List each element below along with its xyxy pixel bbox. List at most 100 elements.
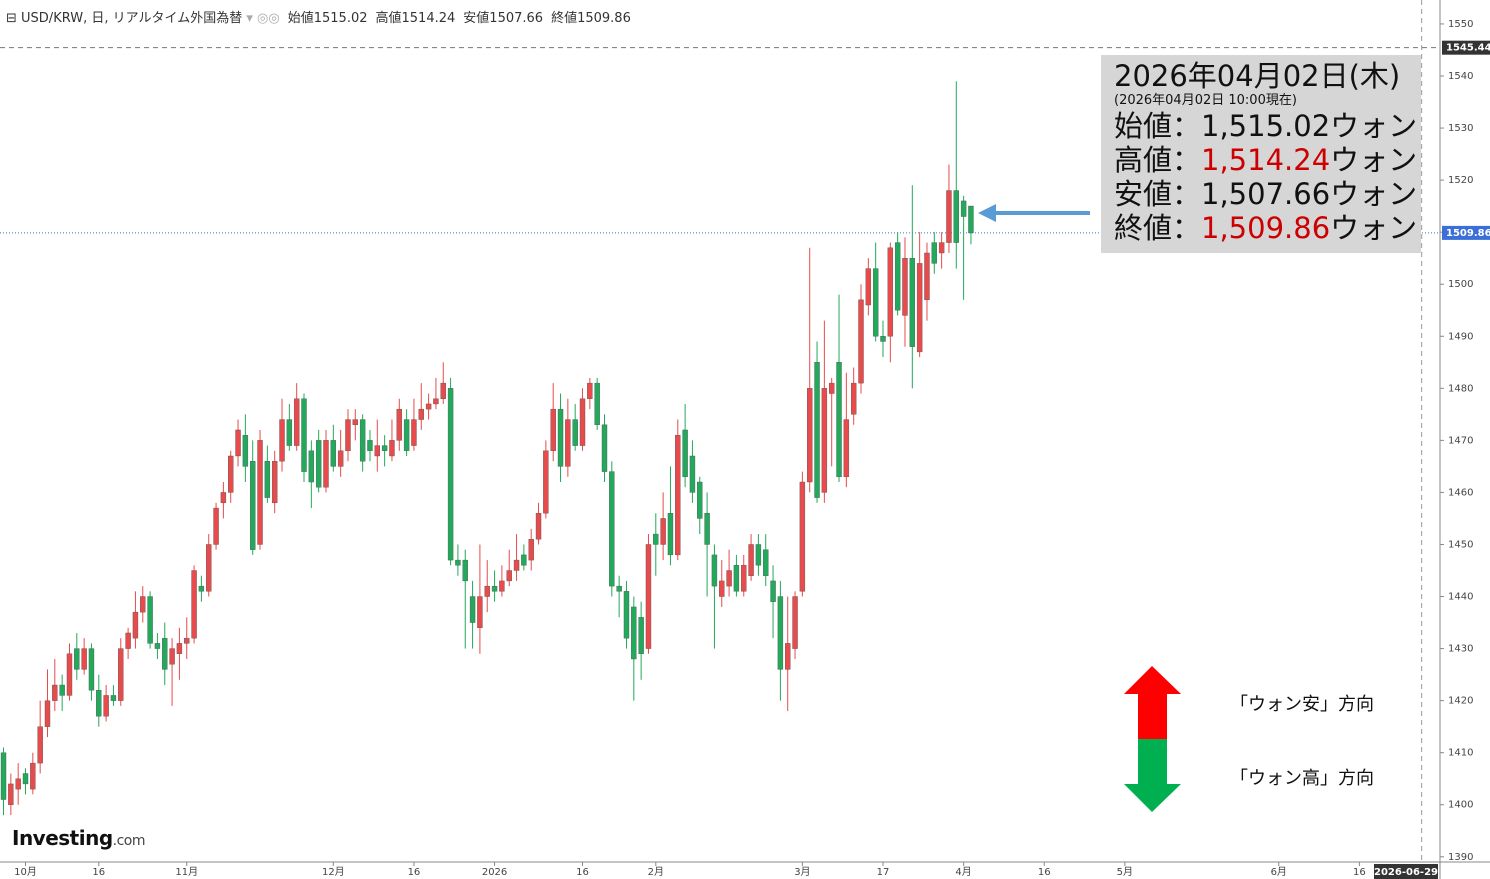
cursor-x-tag <box>1374 864 1438 879</box>
candle-body <box>550 408 556 451</box>
candle-body <box>902 257 908 316</box>
candle-body <box>381 445 388 451</box>
info-value: 1,514.24 <box>1201 143 1331 177</box>
candle-body <box>968 205 974 234</box>
y-tick-label: 1390 <box>1448 852 1473 863</box>
x-tick-label: 10月 <box>14 866 37 878</box>
y-tick-label: 1550 <box>1448 19 1473 30</box>
logo-suffix: .com <box>112 833 146 849</box>
candle-body <box>455 559 461 566</box>
y-tick-label: 1450 <box>1448 539 1473 550</box>
candle-body <box>140 596 146 613</box>
candle-body <box>191 570 197 639</box>
candle-body <box>880 336 886 342</box>
header-label: 安値 <box>463 11 490 26</box>
candle-body <box>594 382 600 425</box>
header-label: 高値 <box>375 11 402 26</box>
y-tick-label: 1400 <box>1448 800 1473 811</box>
x-tick-label: 3月 <box>794 866 810 878</box>
candle-body <box>184 637 190 644</box>
candle-body <box>733 565 740 592</box>
candle-body <box>81 648 87 670</box>
info-unit: ウォン <box>1330 177 1418 211</box>
candle-body <box>425 403 432 410</box>
header-value: 1514.24 <box>401 11 456 26</box>
candle-body <box>953 190 959 243</box>
candle-body <box>0 752 7 800</box>
y-tick-label: 1520 <box>1448 175 1473 186</box>
candle-body <box>132 611 139 639</box>
x-tick-label: 16 <box>408 867 421 878</box>
candle-body <box>704 513 710 545</box>
candle-body <box>792 596 798 649</box>
candle-body <box>785 643 791 670</box>
y-tick-label: 1430 <box>1448 644 1473 655</box>
candle-body <box>755 544 762 566</box>
y-tick-label: 1540 <box>1448 71 1473 82</box>
candle-body <box>843 419 850 478</box>
candle-body <box>557 408 564 467</box>
candle-body <box>579 398 586 446</box>
y-tick-label: 1500 <box>1448 279 1473 290</box>
x-tick-label: 6月 <box>1271 866 1287 878</box>
candle-body <box>667 513 674 556</box>
x-tick-label: 4月 <box>955 866 971 878</box>
candle-body <box>960 200 967 217</box>
logo: Investing.com <box>12 826 146 850</box>
cursor-y-label: 1545.44 <box>1446 43 1490 54</box>
y-tick-label: 1480 <box>1448 383 1473 394</box>
header-value: 1509.86 <box>577 11 631 26</box>
candle-body <box>828 382 835 394</box>
candle-body <box>88 648 95 691</box>
candle-body <box>799 481 806 592</box>
down-arrow <box>1124 739 1181 812</box>
y-tick-label: 1410 <box>1448 748 1473 759</box>
candle-body <box>147 596 153 644</box>
x-tick-label: 16 <box>92 867 105 878</box>
candle-body <box>279 419 285 462</box>
info-label: 安値： <box>1114 177 1202 211</box>
legend-down: 「ウォン高」方向 <box>1230 768 1374 789</box>
candle-body <box>477 596 483 628</box>
candle-body <box>257 440 263 545</box>
candle-body <box>396 408 402 441</box>
candle-body <box>887 247 894 337</box>
candle-body <box>301 398 307 472</box>
candle-body <box>22 773 29 785</box>
candle-body <box>645 544 652 649</box>
header-label: 始値 <box>287 11 314 26</box>
candle-body <box>521 554 527 566</box>
info-row: 安値：1,507.66ウォン <box>1114 177 1421 211</box>
info-row: 終値：1,509.86ウォン <box>1114 211 1421 245</box>
candle-body <box>924 252 930 301</box>
candle-body <box>741 565 747 592</box>
candle-body <box>872 268 879 337</box>
candle-body <box>865 268 872 306</box>
y-tick-label: 1470 <box>1448 435 1473 446</box>
candle-body <box>506 570 512 582</box>
pointer-arrow-head <box>978 204 996 222</box>
symbol-title: USD/KRW, 日, リアルタイム外国為替 <box>21 11 243 26</box>
candle-body <box>499 580 505 592</box>
y-tick-label: 1490 <box>1448 331 1473 342</box>
candle-body <box>616 585 622 592</box>
candle-body <box>418 408 424 420</box>
up-arrow <box>1124 666 1181 739</box>
candle-body <box>807 388 813 483</box>
x-tick-label: 11月 <box>175 866 198 878</box>
candle-body <box>682 429 688 478</box>
candle-body <box>30 762 36 790</box>
cursor-y-tag <box>1442 40 1490 55</box>
candle-body <box>206 544 212 592</box>
x-tick-label: 16 <box>1353 867 1366 878</box>
candle-body <box>711 554 718 587</box>
candle-body <box>763 549 769 576</box>
x-tick-label: 5月 <box>1117 866 1133 878</box>
candle-body <box>638 617 644 654</box>
candle-body <box>850 382 857 415</box>
candle-body <box>352 419 359 425</box>
candle-body <box>821 388 828 493</box>
info-as-of: (2026年04月02日 10:00現在) <box>1114 93 1297 108</box>
candle-body <box>491 585 498 592</box>
